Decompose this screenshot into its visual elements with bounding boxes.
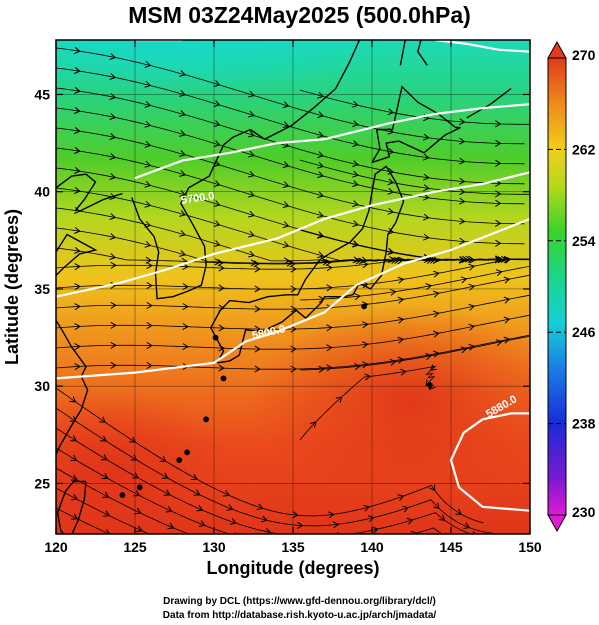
colorbar-tick-labels: 270 262 254 246 238 230 <box>572 47 596 520</box>
x-tick-label: 145 <box>439 539 463 555</box>
colorbar-tick-label: 246 <box>572 324 596 340</box>
x-axis-ticks: 120 125 130 135 140 145 150 <box>44 40 542 555</box>
x-tick-label: 130 <box>202 539 226 555</box>
colorbar-top-arrow <box>547 40 567 59</box>
x-tick-label: 140 <box>360 539 384 555</box>
y-axis-ticks: 25 30 35 40 45 <box>34 86 530 491</box>
y-tick-label: 45 <box>34 86 50 102</box>
x-tick-label: 120 <box>44 539 68 555</box>
y-tick-label: 40 <box>34 184 50 200</box>
credit-data: Data from http://database.rish.kyoto-u.a… <box>162 610 437 621</box>
cold-core-region <box>56 40 380 95</box>
x-tick-label: 135 <box>281 539 305 555</box>
wind-streamlines <box>56 47 530 534</box>
colorbar-bottom-arrow <box>547 514 567 533</box>
contour-label: 5700.0 <box>180 190 215 207</box>
colorbar-tick-label: 238 <box>572 416 596 432</box>
colorbar-tick-label: 262 <box>572 141 596 157</box>
warm-core-region <box>250 305 530 495</box>
colorbar-tick-label: 230 <box>572 504 596 520</box>
x-tick-label: 125 <box>123 539 147 555</box>
x-axis-title: Longitude (degrees) <box>206 558 379 578</box>
y-tick-label: 30 <box>34 378 50 394</box>
y-tick-label: 35 <box>34 281 50 297</box>
height-contours <box>56 40 530 512</box>
x-tick-label: 150 <box>518 539 542 555</box>
credit-drawing: Drawing by DCL (https://www.gfd-dennou.o… <box>163 596 436 607</box>
colorbar-tick-label: 254 <box>572 233 596 249</box>
y-axis-title: Latitude (degrees) <box>2 209 22 365</box>
chart-title: MSM 03Z24May2025 (500.0hPa) <box>128 2 471 28</box>
y-tick-label: 25 <box>34 475 50 491</box>
colorbar-tick-label: 270 <box>572 47 596 63</box>
coastlines <box>56 40 512 534</box>
colorbar-scale <box>547 57 567 516</box>
